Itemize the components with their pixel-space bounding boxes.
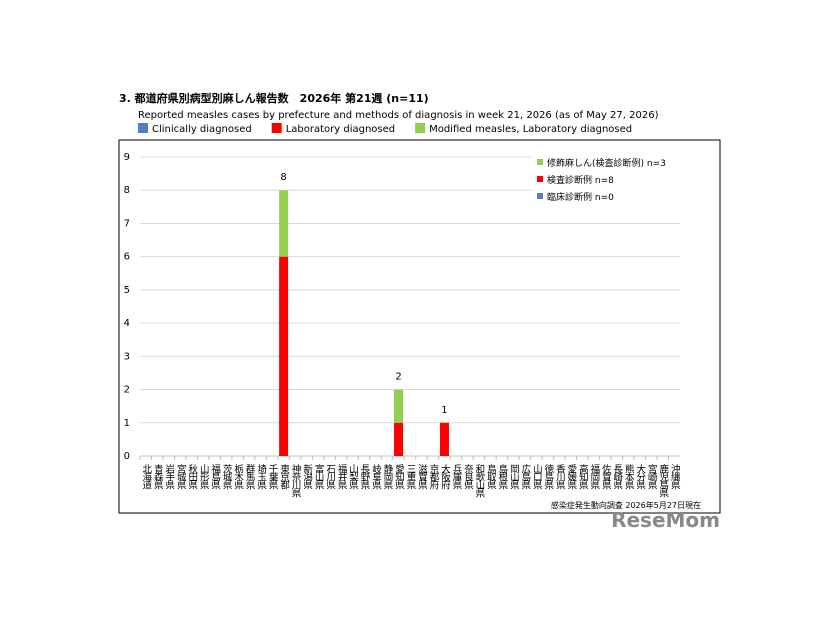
x-tick-label: 滋賀県	[416, 463, 428, 490]
x-tick-label: 福島県	[209, 463, 221, 490]
x-tick-label: 大阪府	[439, 463, 451, 490]
bar-segment	[394, 389, 404, 423]
x-tick-label: 宮城県	[175, 463, 187, 490]
watermark: ReseMom	[611, 508, 720, 532]
x-tick-label: 北海道	[140, 464, 152, 490]
chart-subtitle: Reported measles cases by prefecture and…	[138, 110, 659, 121]
x-tick-label: 栃木県	[232, 463, 244, 490]
x-tick-label: 愛媛県	[565, 463, 577, 490]
total-label: 8	[280, 172, 286, 183]
x-tick-label: 石川県	[324, 464, 336, 490]
x-tick-label: 東京都	[278, 463, 290, 490]
x-tick-label: 愛知県	[393, 463, 405, 490]
chart-frame	[118, 139, 721, 514]
x-tick-label: 茨城県	[221, 463, 233, 490]
x-tick-label: 島根県	[496, 463, 508, 490]
inner-legend-label: 修飾麻しん(検査診断例) n=3	[547, 157, 666, 169]
x-tick-label: 和歌山県	[473, 464, 485, 498]
x-tick-label: 青森県	[152, 463, 164, 490]
x-tick-label: 佐賀県	[600, 463, 612, 490]
x-tick-label: 静岡県	[382, 463, 394, 490]
x-tick-label: 兵庫県	[450, 463, 462, 490]
inner-legend-label: 臨床診断例 n=0	[547, 191, 614, 203]
x-tick-label: 福岡県	[588, 463, 600, 490]
bar-segment	[394, 422, 404, 456]
total-label: 2	[395, 372, 401, 383]
legend-swatch	[415, 123, 426, 133]
source-note: 感染症発生動向調査 2026年5月27日現在	[551, 500, 701, 510]
y-tick-label: 7	[124, 218, 130, 229]
y-tick-label: 8	[124, 185, 130, 196]
x-tick-label: 秋田県	[186, 463, 198, 490]
x-tick-label: 新潟県	[301, 463, 313, 490]
y-tick-label: 0	[124, 451, 130, 462]
legend-label: Clinically diagnosed	[152, 124, 252, 135]
inner-legend-swatch	[537, 159, 543, 165]
x-tick-label: 岡山県	[508, 464, 520, 490]
x-tick-label: 長野県	[359, 464, 371, 490]
inner-legend-swatch	[537, 176, 543, 182]
x-tick-label: 鹿児島県	[657, 463, 669, 498]
inner-legend-box	[532, 152, 682, 206]
x-tick-label: 埼玉県	[255, 463, 267, 490]
x-tick-label: 大分県	[634, 463, 646, 490]
x-tick-label: 熊本県	[623, 463, 635, 490]
inner-legend-label: 検査診断例 n=8	[547, 174, 614, 186]
y-tick-label: 1	[124, 418, 130, 429]
y-tick-label: 3	[124, 351, 130, 362]
legend-swatch	[138, 123, 148, 133]
y-tick-label: 6	[124, 252, 130, 263]
x-tick-label: 富山県	[313, 463, 325, 490]
legend-label: Laboratory diagnosed	[286, 124, 395, 135]
x-tick-label: 岩手県	[163, 463, 175, 490]
chart-title: 3. 都道府県別病型別麻しん報告数 2026年 第21週 (n=11)	[119, 91, 429, 105]
y-tick-label: 2	[124, 385, 130, 396]
x-tick-label: 神奈川県	[290, 463, 302, 498]
x-tick-label: 岐阜県	[370, 463, 382, 490]
x-tick-label: 群馬県	[244, 463, 256, 490]
x-tick-label: 山形県	[198, 464, 210, 490]
inner-legend-swatch	[537, 193, 543, 199]
x-tick-label: 千葉県	[267, 464, 279, 490]
x-tick-label: 長崎県	[611, 464, 623, 490]
y-tick-label: 5	[124, 285, 130, 296]
x-tick-label: 山梨県	[347, 464, 359, 490]
x-tick-label: 香川県	[554, 464, 566, 490]
x-tick-label: 福井県	[336, 463, 348, 490]
bar-segment	[439, 422, 449, 456]
total-label: 1	[441, 405, 447, 416]
legend-label: Modified measles, Laboratory diagnosed	[429, 124, 632, 135]
x-tick-label: 沖縄県	[669, 463, 681, 490]
y-tick-label: 9	[124, 152, 130, 163]
x-tick-label: 京都府	[427, 463, 439, 490]
legend-swatch	[271, 123, 282, 133]
x-tick-label: 宮崎県	[646, 463, 658, 490]
bar-segment	[279, 256, 289, 456]
bar-segment	[279, 190, 289, 257]
x-tick-label: 高知県	[577, 463, 589, 490]
x-tick-label: 山口県	[531, 464, 543, 490]
x-tick-label: 奈良県	[462, 463, 474, 490]
x-tick-label: 徳島県	[542, 463, 554, 490]
x-tick-label: 鳥取県	[485, 463, 497, 490]
x-tick-label: 広島県	[519, 463, 531, 490]
y-tick-label: 4	[124, 318, 130, 329]
x-tick-label: 三重県	[405, 464, 417, 490]
